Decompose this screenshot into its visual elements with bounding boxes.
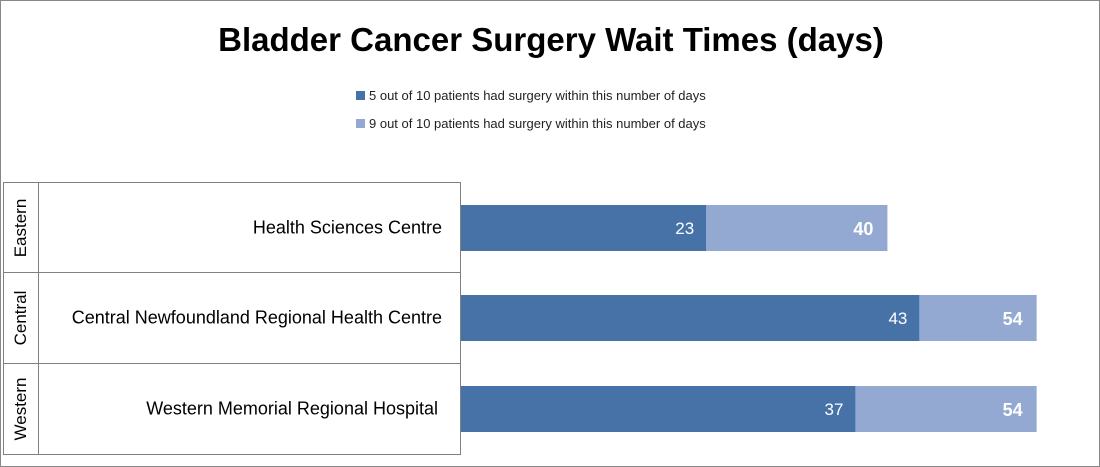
region-label: Eastern — [4, 183, 39, 272]
data-label-90th: 40 — [853, 219, 873, 239]
bar-median — [461, 205, 707, 251]
legend-swatch — [356, 119, 365, 128]
bar-90th — [919, 295, 1037, 341]
data-label-90th: 54 — [1003, 400, 1023, 420]
legend-item-median: 5 out of 10 patients had surgery within … — [356, 88, 706, 103]
data-label-median: 37 — [824, 400, 843, 419]
bar-90th — [855, 386, 1037, 432]
facility-label: Central Newfoundland Regional Health Cen… — [71, 307, 442, 328]
category-row: Western Western Memorial Regional Hospit… — [3, 363, 461, 455]
data-label-90th: 54 — [1003, 309, 1023, 329]
category-row: Central Central Newfoundland Regional He… — [3, 272, 461, 364]
bar-90th — [706, 205, 888, 251]
region-label: Western — [4, 364, 39, 454]
category-row: Eastern Health Sciences Centre — [3, 182, 461, 273]
legend-item-90th: 9 out of 10 patients had surgery within … — [356, 116, 706, 131]
legend-label: 5 out of 10 patients had surgery within … — [369, 88, 706, 103]
legend-swatch — [356, 91, 365, 100]
chart-title: Bladder Cancer Surgery Wait Times (days) — [218, 21, 884, 58]
data-label-median: 43 — [888, 309, 907, 328]
bar-median — [461, 295, 920, 341]
data-label-median: 23 — [675, 219, 694, 238]
facility-label: Western Memorial Regional Hospital — [146, 398, 438, 419]
legend-label: 9 out of 10 patients had surgery within … — [369, 116, 706, 131]
bar-median — [461, 386, 856, 432]
region-label: Central — [4, 273, 39, 363]
facility-label: Health Sciences Centre — [252, 217, 442, 237]
